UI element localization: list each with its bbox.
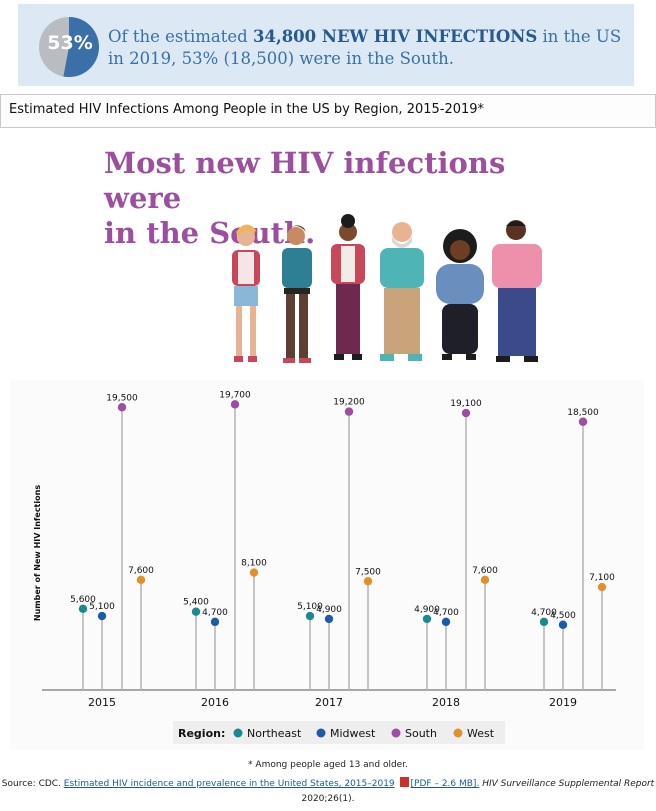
headline-line-1: Most new HIV infections were xyxy=(104,146,506,215)
banner-percent: 53% xyxy=(47,32,93,54)
x-tick-label: 2019 xyxy=(549,696,577,709)
lollipop-point xyxy=(539,617,549,627)
x-tick-label: 2018 xyxy=(432,696,460,709)
legend-swatch xyxy=(316,728,326,738)
headline-line-2: in the South. xyxy=(104,216,316,250)
data-label: 5,600 xyxy=(70,595,96,605)
legend-swatch xyxy=(391,728,401,738)
person-4-icon xyxy=(380,222,424,361)
lollipop-point xyxy=(210,617,220,627)
legend-title: Region: xyxy=(178,727,225,740)
x-tick-label: 2017 xyxy=(315,696,343,709)
lollipop-point xyxy=(597,582,607,592)
lollipop-point xyxy=(191,607,201,616)
pie-main-slice xyxy=(63,17,99,77)
data-label: 18,500 xyxy=(567,408,599,418)
person-1-icon xyxy=(232,224,260,362)
y-axis-label: Number of New HIV Infections xyxy=(33,485,42,621)
lollipop-point xyxy=(249,568,259,577)
lollipop-point xyxy=(422,614,432,624)
data-label: 4,500 xyxy=(550,611,576,621)
lollipop-point xyxy=(305,611,315,621)
source-journal: HIV Surveillance Supplemental Report xyxy=(482,779,655,789)
banner-text-pre: Of the estimated xyxy=(108,27,253,46)
source-suffix: 2020;26(1). xyxy=(301,794,355,804)
data-label: 4,700 xyxy=(531,608,557,618)
legend-swatch xyxy=(453,728,463,738)
pdf-icon xyxy=(399,777,409,787)
source-prefix: Source: CDC. xyxy=(1,779,64,789)
data-label: 4,900 xyxy=(414,605,440,615)
data-label: 19,100 xyxy=(450,399,482,409)
data-label: 19,700 xyxy=(219,390,251,400)
data-label: 7,100 xyxy=(589,573,615,583)
section-title: Estimated HIV Infections Among People in… xyxy=(9,102,485,117)
people-group-illustration xyxy=(232,214,542,363)
data-label: 4,900 xyxy=(316,605,342,615)
lollipop-point xyxy=(363,577,373,586)
lollipop-point xyxy=(117,403,127,412)
legend-box xyxy=(173,721,505,744)
data-label: 4,700 xyxy=(433,608,459,618)
data-label: 19,500 xyxy=(106,393,138,403)
data-label: 7,600 xyxy=(472,566,498,576)
lollipop-point xyxy=(136,575,146,584)
data-label: 5,100 xyxy=(297,602,323,612)
chart-background xyxy=(10,380,644,750)
person-3-icon xyxy=(331,214,365,360)
lollipop-point xyxy=(344,407,354,416)
data-label: 7,500 xyxy=(355,567,381,577)
x-tick-label: 2016 xyxy=(201,696,229,709)
headline: Most new HIV infections were in the Sout… xyxy=(104,146,564,251)
legend-label: Northeast xyxy=(247,727,302,740)
chart-marks: 5,6005,10019,5007,60020155,4004,70019,70… xyxy=(70,390,615,709)
lollipop-point xyxy=(230,400,240,409)
data-label: 8,100 xyxy=(241,559,267,569)
lollipop-point xyxy=(441,617,451,627)
banner-text: Of the estimated 34,800 NEW HIV INFECTIO… xyxy=(108,26,628,70)
data-label: 19,200 xyxy=(333,398,365,408)
legend-label: Midwest xyxy=(330,727,376,740)
person-6-icon xyxy=(492,220,542,362)
source-link[interactable]: Estimated HIV incidence and prevalence i… xyxy=(63,779,395,789)
lollipop-point xyxy=(558,620,568,629)
data-label: 7,600 xyxy=(128,566,154,576)
data-label: 5,400 xyxy=(183,598,209,608)
legend-swatch xyxy=(233,728,243,738)
banner-text-post: in the US in 2019, 53% (18,500) were in … xyxy=(108,27,622,68)
chart-legend: Region: Northeast Midwest South West xyxy=(173,721,505,744)
lollipop-point xyxy=(324,614,334,624)
person-2-icon xyxy=(282,225,312,363)
lollipop-point xyxy=(78,604,88,613)
lollipop-point xyxy=(461,408,471,418)
section-title-bar: Estimated HIV Infections Among People in… xyxy=(0,94,656,128)
pdf-link[interactable]: [PDF – 2.6 MB]. xyxy=(410,779,480,789)
legend-label: West xyxy=(467,727,495,740)
lollipop-point xyxy=(578,417,588,426)
banner-text-bold: 34,800 NEW HIV INFECTIONS xyxy=(252,27,538,46)
legend-label: South xyxy=(405,727,437,740)
source-citation: Source: CDC. Estimated HIV incidence and… xyxy=(0,777,656,807)
lollipop-chart: Number of New HIV Infections 5,6005,1001… xyxy=(33,390,616,744)
data-label: 5,100 xyxy=(89,602,115,612)
person-5-icon xyxy=(436,229,484,360)
pie-icon xyxy=(39,17,99,77)
lollipop-point xyxy=(480,575,490,584)
x-tick-label: 2015 xyxy=(88,696,116,709)
stat-banner: 53% Of the estimated 34,800 NEW HIV INFE… xyxy=(18,4,634,86)
data-label: 4,700 xyxy=(202,608,228,618)
footnote: * Among people aged 13 and older. xyxy=(248,760,408,770)
lollipop-point xyxy=(97,611,107,621)
